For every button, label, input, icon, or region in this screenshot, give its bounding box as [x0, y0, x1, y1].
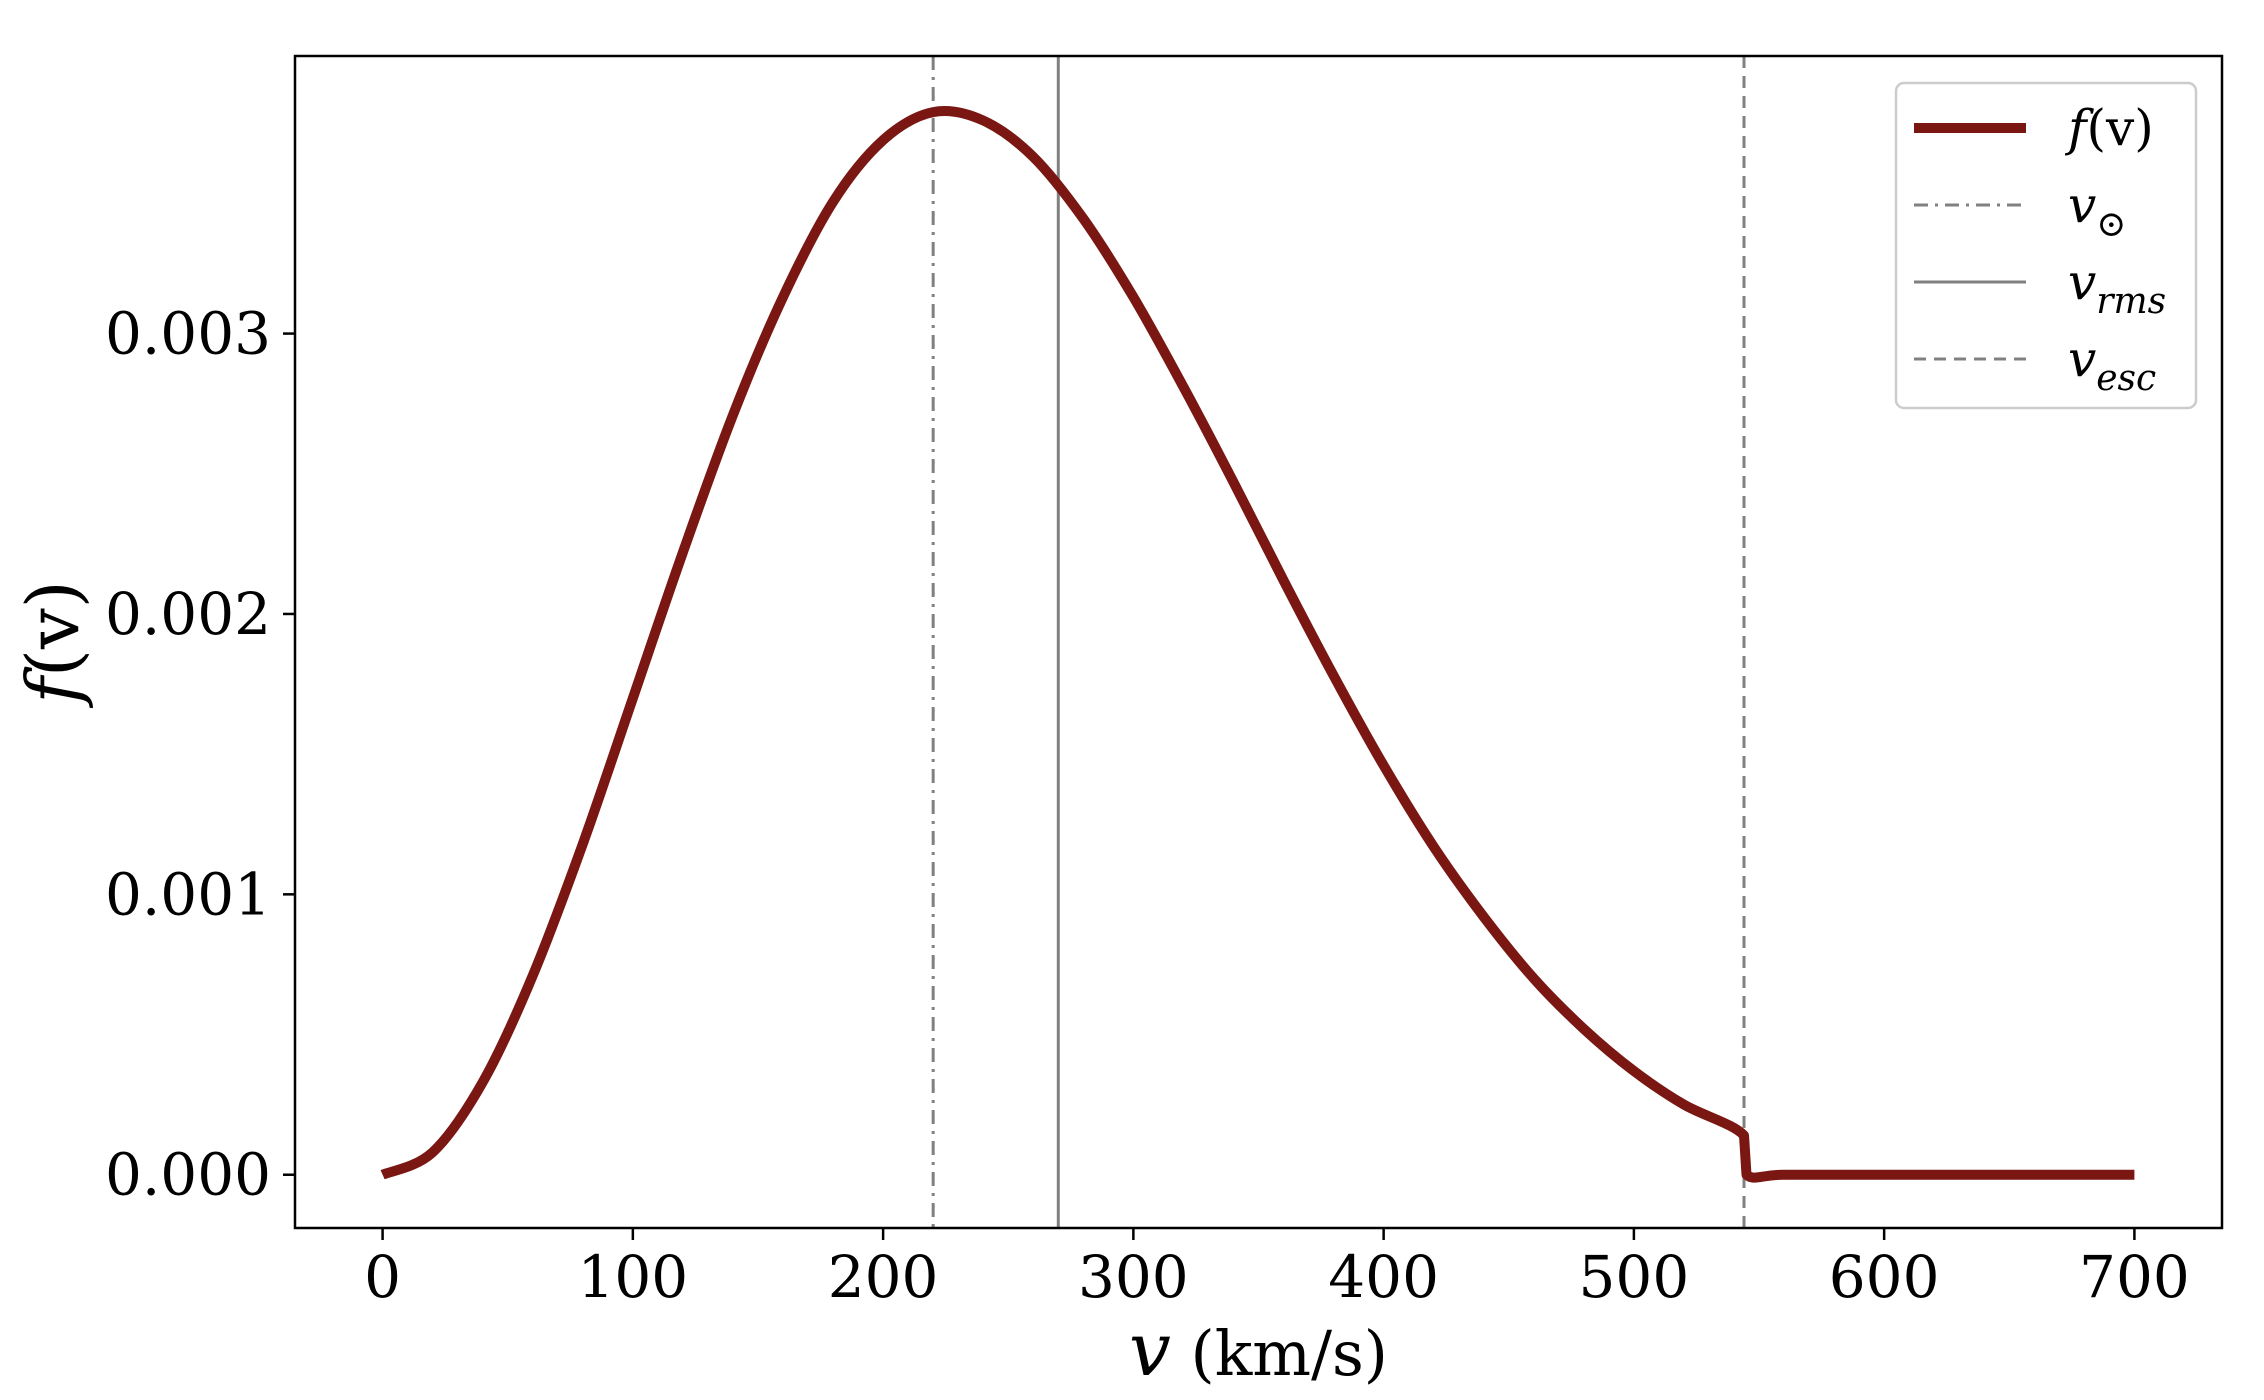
x-tick-label: 200: [828, 1243, 939, 1311]
y-axis-ticks: 0.000 0.001 0.002 0.003: [105, 300, 295, 1209]
x-tick-label: 600: [1829, 1243, 1940, 1311]
x-tick-label: 500: [1579, 1243, 1690, 1311]
y-tick-label: 0.002: [105, 580, 271, 648]
legend-label-v-rms: vrms: [2068, 253, 2166, 322]
y-axis-label-arg: (v): [11, 580, 95, 677]
x-tick-label: 300: [1078, 1243, 1189, 1311]
legend: f(v) v⊙ vrms vesc: [1894, 81, 2198, 410]
series-line-0: [380, 105, 2135, 1183]
x-tick-label: 100: [577, 1243, 688, 1311]
plot-frame: [293, 54, 2224, 1230]
x-tick-label: 400: [1328, 1243, 1439, 1311]
legend-box: [1894, 81, 2198, 410]
y-tick-label: 0.003: [105, 300, 271, 368]
reference-lines: [931, 56, 1746, 1228]
legend-label-f(v): f(v): [2064, 99, 2154, 157]
legend-label-v-sun: v⊙: [2068, 176, 2126, 245]
y-tick-label: 0.001: [105, 860, 271, 928]
x-tick-label: 0: [364, 1243, 401, 1311]
y-tick-label: 0.000: [105, 1141, 271, 1209]
x-axis-label-symbol: v: [1129, 1307, 1171, 1393]
x-axis-label: v (km/s): [1129, 1307, 1388, 1393]
y-axis-label: f(v): [11, 580, 95, 709]
x-axis-ticks: 0 100 200 300 400 500 600 700: [364, 1228, 2190, 1311]
x-tick-label: 700: [2079, 1243, 2190, 1311]
data-series: [380, 105, 2135, 1183]
x-axis-label-unit: (km/s): [1171, 1317, 1388, 1390]
legend-label-v-esc: vesc: [2068, 330, 2156, 399]
